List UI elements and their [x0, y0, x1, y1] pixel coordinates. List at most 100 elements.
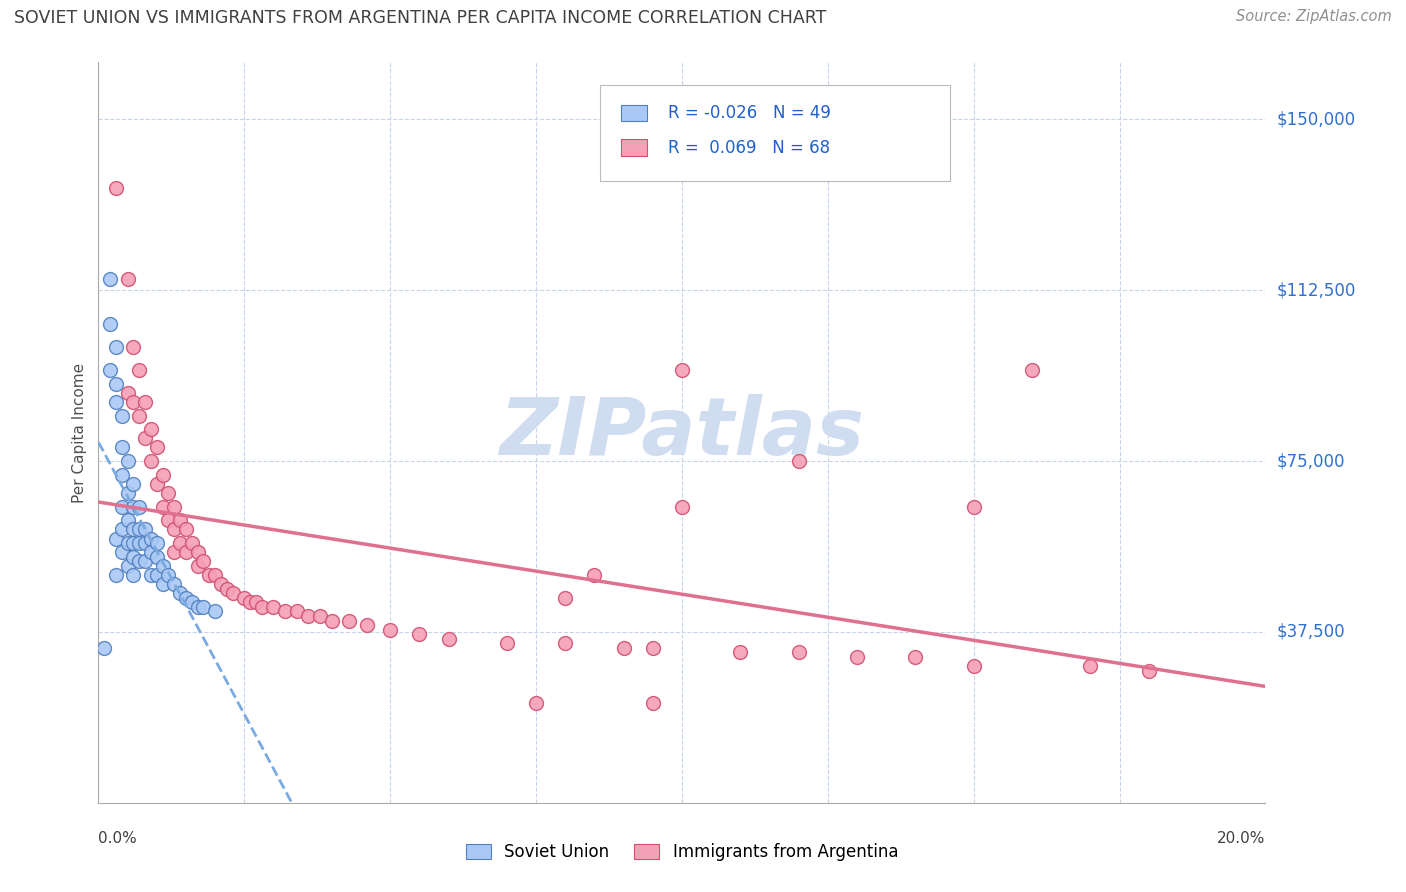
Point — [245, 595, 267, 609]
Point — [193, 599, 215, 614]
Point — [117, 486, 139, 500]
Point — [204, 604, 226, 618]
Point — [117, 385, 139, 400]
Point — [641, 640, 664, 655]
Point — [152, 500, 174, 514]
Point — [187, 558, 209, 573]
Text: 0.0%: 0.0% — [98, 830, 138, 846]
Point — [846, 650, 869, 665]
Point — [187, 545, 209, 559]
Point — [1137, 664, 1160, 678]
Point — [104, 376, 127, 391]
Point — [104, 395, 127, 409]
Point — [128, 523, 150, 537]
Point — [128, 554, 150, 568]
Point — [152, 558, 174, 573]
Point — [730, 645, 752, 659]
Point — [111, 409, 134, 423]
Point — [337, 614, 360, 628]
Point — [1080, 659, 1102, 673]
Point — [233, 591, 256, 605]
Point — [122, 549, 145, 564]
Point — [111, 500, 134, 514]
Point — [139, 422, 162, 436]
Point — [221, 586, 243, 600]
Point — [163, 500, 186, 514]
Point — [437, 632, 460, 646]
Legend: Soviet Union, Immigrants from Argentina: Soviet Union, Immigrants from Argentina — [465, 843, 898, 861]
Point — [496, 636, 519, 650]
Point — [104, 568, 127, 582]
Point — [146, 476, 169, 491]
Point — [122, 536, 145, 550]
Point — [146, 549, 169, 564]
Point — [671, 500, 693, 514]
Y-axis label: Per Capita Income: Per Capita Income — [72, 362, 87, 503]
Text: $112,500: $112,500 — [1277, 281, 1355, 299]
Text: SOVIET UNION VS IMMIGRANTS FROM ARGENTINA PER CAPITA INCOME CORRELATION CHART: SOVIET UNION VS IMMIGRANTS FROM ARGENTIN… — [14, 9, 827, 27]
Point — [641, 696, 664, 710]
Point — [139, 454, 162, 468]
Point — [117, 272, 139, 286]
Point — [163, 577, 186, 591]
Point — [104, 180, 127, 194]
Point — [157, 568, 180, 582]
Point — [1021, 363, 1043, 377]
Point — [139, 568, 162, 582]
Point — [117, 558, 139, 573]
Point — [98, 272, 121, 286]
Point — [111, 523, 134, 537]
Bar — [621, 139, 647, 156]
Point — [612, 640, 634, 655]
Text: 20.0%: 20.0% — [1218, 830, 1265, 846]
Point — [134, 523, 156, 537]
Point — [169, 586, 191, 600]
Point — [157, 486, 180, 500]
Point — [209, 577, 232, 591]
Point — [262, 599, 284, 614]
Point — [408, 627, 430, 641]
Point — [671, 363, 693, 377]
Point — [524, 696, 547, 710]
Point — [122, 568, 145, 582]
Point — [117, 454, 139, 468]
Point — [122, 523, 145, 537]
Point — [152, 467, 174, 482]
Point — [163, 523, 186, 537]
Point — [128, 500, 150, 514]
Point — [787, 454, 810, 468]
Point — [174, 545, 197, 559]
Point — [104, 532, 127, 546]
Point — [104, 340, 127, 354]
Point — [122, 500, 145, 514]
Point — [187, 599, 209, 614]
Point — [146, 441, 169, 455]
Point — [787, 645, 810, 659]
Point — [134, 554, 156, 568]
Point — [285, 604, 308, 618]
Point — [98, 318, 121, 332]
Point — [356, 618, 378, 632]
Point — [321, 614, 343, 628]
Point — [122, 395, 145, 409]
Text: Source: ZipAtlas.com: Source: ZipAtlas.com — [1236, 9, 1392, 24]
Point — [139, 545, 162, 559]
Point — [128, 363, 150, 377]
Text: ZIPatlas: ZIPatlas — [499, 393, 865, 472]
Point — [554, 591, 576, 605]
Point — [274, 604, 297, 618]
Point — [169, 513, 191, 527]
Point — [157, 513, 180, 527]
Text: R = -0.026   N = 49: R = -0.026 N = 49 — [668, 103, 831, 122]
Point — [111, 441, 134, 455]
Point — [139, 532, 162, 546]
Point — [962, 659, 984, 673]
Point — [380, 623, 402, 637]
Point — [122, 340, 145, 354]
Point — [152, 577, 174, 591]
Point — [163, 545, 186, 559]
Point — [128, 536, 150, 550]
Point — [174, 523, 197, 537]
Point — [134, 536, 156, 550]
Point — [117, 536, 139, 550]
